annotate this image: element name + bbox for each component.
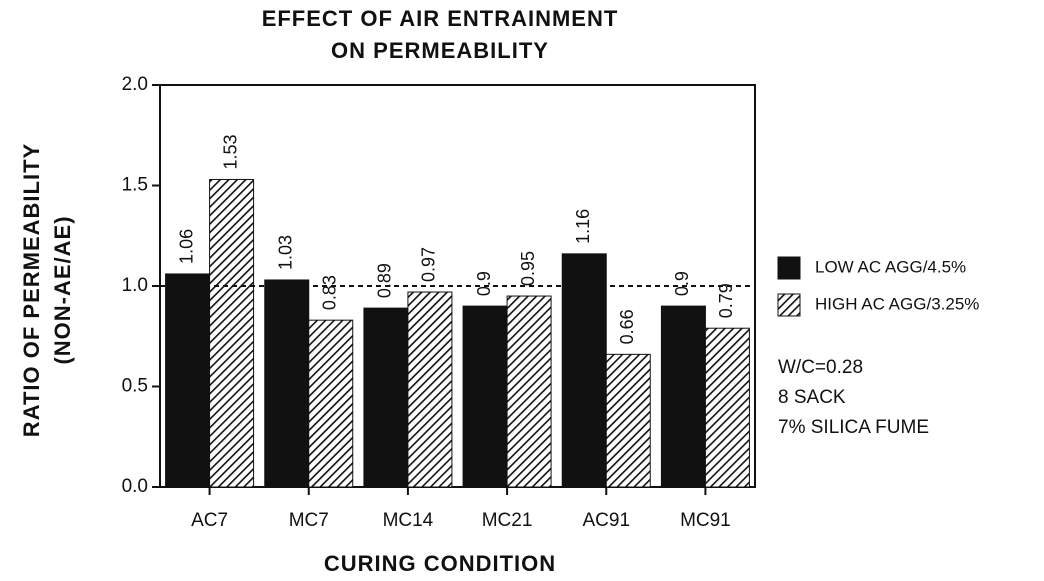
x-tick-label: MC21: [482, 510, 533, 531]
bar: [165, 273, 211, 488]
data-label: 1.06: [176, 229, 196, 264]
bar: [605, 353, 651, 488]
y-tick-label: 1.0: [122, 275, 148, 296]
bar: [660, 305, 706, 488]
bar: [407, 291, 453, 488]
x-tick-label: MC14: [383, 510, 434, 531]
x-axis-title: CURING CONDITION: [324, 551, 556, 576]
legend-label: LOW AC AGG/4.5%: [815, 257, 966, 276]
y-tick-label: 0.0: [122, 476, 148, 497]
legend-label: HIGH AC AGG/3.25%: [815, 294, 979, 313]
data-label: 0.9: [672, 271, 692, 296]
bar: [308, 319, 354, 488]
data-label: 1.53: [220, 134, 240, 169]
legend-swatch: [777, 293, 801, 317]
x-tick-label: AC7: [191, 510, 228, 531]
x-tick-label: MC7: [289, 510, 329, 531]
chart-title: EFFECT OF AIR ENTRAINMENT: [262, 6, 619, 31]
data-label: 0.83: [320, 275, 340, 310]
data-label: 1.16: [573, 209, 593, 244]
note: 8 SACK: [778, 387, 846, 408]
data-label: 0.79: [716, 283, 736, 318]
data-label: 0.66: [617, 309, 637, 344]
x-tick-label: AC91: [582, 510, 630, 531]
data-label: 0.95: [518, 251, 538, 286]
bar: [704, 327, 750, 488]
y-axis-title: RATIO OF PERMEABILITY: [19, 143, 44, 437]
bar: [264, 279, 310, 488]
bar: [462, 305, 508, 488]
bar: [561, 253, 607, 488]
x-tick-label: MC91: [680, 510, 731, 531]
note: W/C=0.28: [778, 357, 863, 378]
data-label: 0.89: [375, 263, 395, 298]
bar: [363, 307, 409, 488]
data-label: 0.97: [419, 247, 439, 282]
data-label: 0.9: [474, 271, 494, 296]
note: 7% SILICA FUME: [778, 417, 929, 438]
legend-swatch: [777, 256, 801, 280]
chart-title: ON PERMEABILITY: [331, 38, 549, 63]
y-tick-label: 1.5: [122, 175, 148, 196]
y-axis-title: (NON-AE/AE): [50, 215, 75, 364]
y-tick-label: 2.0: [122, 74, 148, 95]
data-label: 1.03: [276, 235, 296, 270]
bar: [506, 295, 552, 488]
bar: [209, 178, 255, 488]
y-tick-label: 0.5: [122, 376, 148, 397]
